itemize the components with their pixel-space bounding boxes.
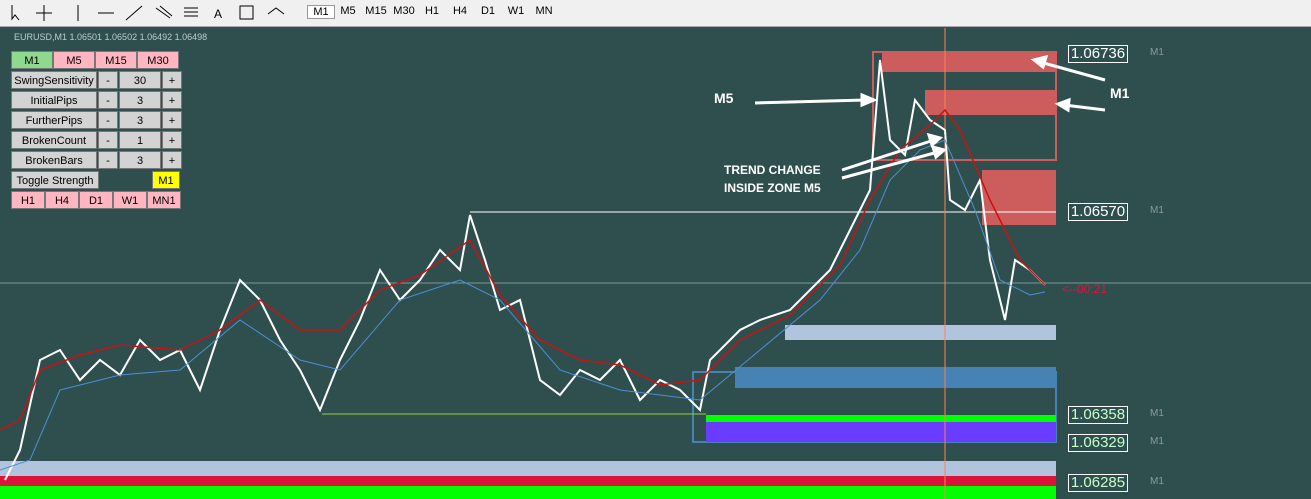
timeframe-button[interactable]: M30 <box>393 5 415 17</box>
strength-value: M1 <box>152 171 180 189</box>
setting-step[interactable]: + <box>162 131 182 149</box>
timeframe-button[interactable]: H4 <box>452 5 468 17</box>
setting-value: 3 <box>119 111 161 129</box>
timeframe-tag: M1 <box>1150 476 1164 487</box>
setting-label: BrokenCount <box>11 131 97 149</box>
timeframe-toggle[interactable]: M1 <box>11 51 53 69</box>
timeframe-toggle[interactable]: D1 <box>79 191 113 209</box>
timeframe-button[interactable]: D1 <box>480 5 496 17</box>
timeframe-toggle[interactable]: M5 <box>53 51 95 69</box>
setting-step[interactable]: + <box>162 71 182 89</box>
svg-text:A: A <box>214 7 222 21</box>
setting-value: 3 <box>119 151 161 169</box>
price-label: 1.06358 <box>1068 406 1128 424</box>
setting-step[interactable]: - <box>98 131 118 149</box>
setting-label: FurtherPips <box>11 111 97 129</box>
timeframe-toggle[interactable]: H4 <box>45 191 79 209</box>
timeframe-button[interactable]: M5 <box>340 5 356 17</box>
timeframe-button[interactable]: H1 <box>424 5 440 17</box>
symbol-info: EURUSD,M1 1.06501 1.06502 1.06492 1.0649… <box>14 32 208 42</box>
price-label: 1.06329 <box>1068 434 1128 452</box>
setting-step[interactable]: + <box>162 111 182 129</box>
setting-value: 3 <box>119 91 161 109</box>
timeframe-toggle[interactable]: W1 <box>113 191 147 209</box>
setting-value: 30 <box>119 71 161 89</box>
setting-step[interactable]: - <box>98 151 118 169</box>
annotation: INSIDE ZONE M5 <box>724 181 821 195</box>
annotation: TREND CHANGE <box>724 163 821 177</box>
timeframe-tag: M1 <box>1150 47 1164 58</box>
setting-step[interactable]: + <box>162 91 182 109</box>
setting-step[interactable]: - <box>98 71 118 89</box>
setting-label: BrokenBars <box>11 151 97 169</box>
countdown: <--00:21 <box>1062 282 1108 296</box>
timeframe-button[interactable]: W1 <box>507 5 525 17</box>
timeframe-toggle[interactable]: M30 <box>137 51 179 69</box>
toolbar: A M1 M5 M15 M30 H1 H4 D1 W1 MN <box>0 0 1311 27</box>
setting-label: InitialPips <box>11 91 97 109</box>
setting-step[interactable]: - <box>98 111 118 129</box>
timeframe-button[interactable]: MN <box>535 5 553 17</box>
timeframe-tag: M1 <box>1150 205 1164 216</box>
timeframe-toggle[interactable]: M15 <box>95 51 137 69</box>
setting-step[interactable]: - <box>98 91 118 109</box>
toggle-strength[interactable]: Toggle Strength <box>11 171 99 189</box>
annotation: M1 <box>1110 85 1130 101</box>
price-label: 1.06285 <box>1068 474 1128 492</box>
timeframe-toggle[interactable]: H1 <box>11 191 45 209</box>
annotation: M5 <box>714 90 734 106</box>
timeframe-toggle[interactable]: MN1 <box>147 191 181 209</box>
timeframe-tag: M1 <box>1150 436 1164 447</box>
drawing-tools: A <box>11 5 285 21</box>
price-label: 1.06736 <box>1068 45 1128 63</box>
setting-step[interactable]: + <box>162 151 182 169</box>
setting-label: SwingSensitivity <box>11 71 97 89</box>
timeframe-button[interactable]: M1 <box>307 5 335 19</box>
timeframe-button[interactable]: M15 <box>365 5 387 17</box>
price-label: 1.06570 <box>1068 203 1128 221</box>
setting-value: 1 <box>119 131 161 149</box>
timeframe-tag: M1 <box>1150 408 1164 419</box>
